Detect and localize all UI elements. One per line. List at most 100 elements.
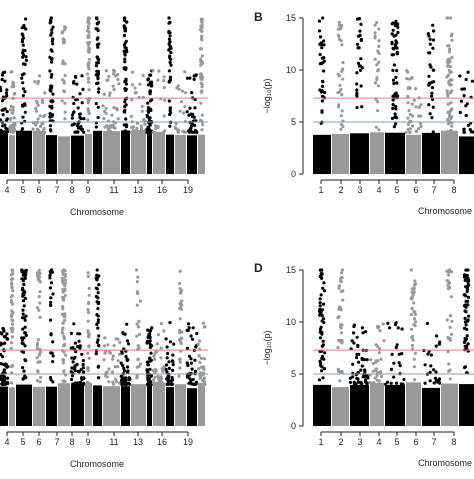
snp-point — [106, 343, 110, 347]
snp-point — [464, 113, 468, 118]
chromosome-band-c-1 — [0, 386, 8, 426]
snp-point — [428, 112, 432, 116]
snp-point — [125, 322, 129, 326]
snp-point — [1, 124, 5, 128]
snp-point — [321, 80, 325, 84]
snp-point — [5, 88, 9, 92]
snp-point — [338, 27, 343, 31]
x-tick-label-d-3: 4 — [376, 437, 381, 447]
snp-point — [339, 88, 343, 92]
chromosome-band-a-13 — [147, 133, 152, 175]
chromosome-band-b-5 — [385, 132, 405, 175]
snp-point — [190, 367, 194, 371]
snp-point — [107, 74, 111, 79]
snp-point — [321, 286, 325, 290]
snp-point — [112, 344, 116, 348]
snp-point — [448, 368, 452, 372]
snp-point — [94, 349, 99, 353]
x-tick-label-b-2: 3 — [357, 185, 362, 195]
x-tick-label-a-2: 6 — [36, 185, 41, 195]
snp-point — [373, 57, 377, 61]
snp-point — [156, 381, 160, 385]
snp-point — [410, 306, 414, 310]
snp-point — [348, 380, 353, 384]
snp-point — [376, 49, 380, 53]
x-tick-label-c-7: 13 — [133, 437, 143, 447]
snp-point — [321, 343, 325, 347]
data-points-a — [0, 16, 205, 175]
chromosome-band-a-5 — [46, 135, 57, 175]
snp-point — [375, 20, 379, 25]
snp-point — [175, 86, 179, 90]
snp-point — [61, 277, 65, 281]
snp-point — [76, 381, 80, 385]
snp-point — [171, 368, 175, 372]
snp-point — [431, 23, 435, 27]
snp-point — [200, 25, 204, 29]
snp-point — [189, 334, 193, 338]
snp-point — [36, 117, 40, 121]
snp-point — [87, 67, 91, 71]
snp-point — [146, 78, 150, 82]
snp-point — [24, 17, 28, 21]
snp-point — [390, 32, 394, 36]
snp-point — [22, 282, 26, 287]
snp-point — [61, 361, 65, 365]
snp-point — [70, 366, 74, 370]
snp-point — [378, 371, 382, 375]
snp-point — [428, 63, 432, 67]
snp-point — [377, 379, 381, 383]
snp-point — [450, 319, 454, 323]
snp-point — [50, 73, 54, 77]
snp-point — [121, 363, 125, 368]
snp-point — [73, 365, 77, 369]
snp-point — [200, 122, 205, 127]
snp-point — [412, 357, 416, 361]
snp-point — [79, 124, 83, 129]
chromosome-band-c-5 — [46, 386, 57, 426]
snp-point — [50, 84, 54, 88]
snp-point — [2, 368, 6, 372]
snp-point — [148, 367, 152, 371]
snp-point — [400, 382, 405, 386]
snp-point — [135, 126, 139, 130]
snp-point — [21, 115, 25, 119]
snp-point — [434, 344, 438, 348]
snp-point — [125, 20, 129, 24]
snp-point — [167, 378, 171, 382]
snp-point — [36, 103, 40, 107]
snp-point — [9, 116, 13, 120]
snp-point — [320, 365, 324, 369]
snp-point — [156, 374, 160, 378]
snp-point — [10, 381, 14, 385]
snp-point — [35, 101, 40, 105]
snp-point — [62, 296, 66, 300]
x-axis-title-c: Chromosome — [70, 459, 124, 469]
snp-point — [164, 337, 168, 341]
snp-point — [111, 68, 116, 72]
snp-point — [49, 351, 53, 355]
snp-point — [394, 345, 398, 350]
snp-point — [357, 64, 362, 68]
snp-point — [402, 378, 406, 382]
snp-point — [0, 118, 2, 122]
snp-point — [319, 361, 323, 365]
snp-point — [49, 60, 54, 64]
snp-point — [130, 98, 134, 102]
snp-point — [187, 381, 191, 385]
snp-point — [145, 368, 149, 372]
snp-point — [377, 128, 381, 132]
snp-point — [413, 312, 417, 317]
snp-point — [449, 332, 453, 336]
chromosome-band-a-8 — [85, 133, 92, 174]
snp-point — [199, 57, 203, 61]
snp-point — [373, 81, 377, 85]
snp-point — [20, 270, 24, 274]
snp-point — [168, 78, 173, 82]
snp-point — [113, 365, 117, 369]
snp-point — [169, 63, 173, 67]
snp-point — [43, 91, 47, 95]
snp-point — [96, 307, 100, 311]
snp-point — [86, 351, 90, 355]
snp-point — [104, 374, 108, 378]
